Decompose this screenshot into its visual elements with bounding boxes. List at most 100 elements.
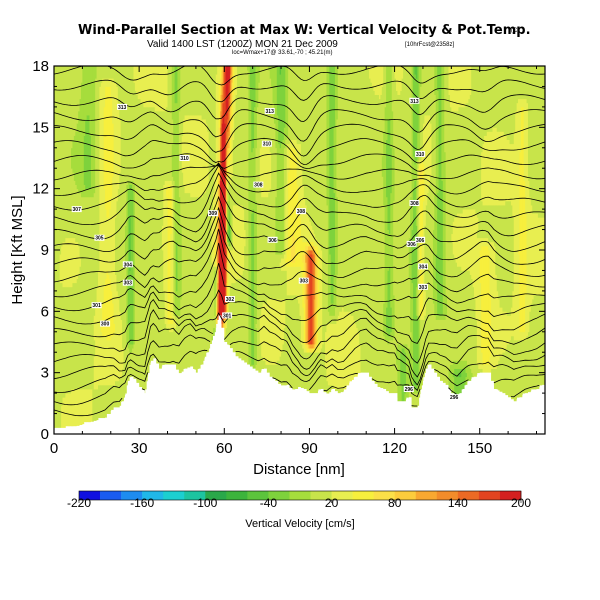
- w-cell: [59, 66, 62, 255]
- w-cell: [283, 127, 286, 149]
- w-cell: [227, 147, 229, 157]
- w-cell: [279, 74, 282, 149]
- w-cell: [479, 237, 482, 251]
- w-cell: [262, 360, 265, 369]
- w-cell: [225, 327, 228, 345]
- w-cell: [320, 250, 323, 349]
- w-cell: [438, 319, 441, 382]
- w-cell: [330, 323, 333, 386]
- w-cell: [451, 110, 454, 235]
- w-cell: [225, 66, 228, 116]
- w-cell: [519, 151, 522, 333]
- w-cell: [308, 348, 310, 353]
- w-cell: [107, 384, 110, 414]
- w-cell: [245, 66, 248, 365]
- w-cell: [322, 339, 325, 345]
- w-cell: [109, 339, 112, 386]
- w-cell: [305, 254, 307, 263]
- w-cell: [224, 303, 227, 312]
- w-cell: [143, 106, 146, 394]
- w-cell: [222, 66, 225, 71]
- theta-label-box: [122, 261, 133, 268]
- w-cell: [234, 66, 237, 116]
- w-cell: [78, 274, 80, 390]
- w-cell: [83, 184, 86, 198]
- w-cell: [110, 196, 113, 292]
- w-cell: [313, 233, 316, 247]
- w-cell: [441, 180, 444, 316]
- w-cell: [218, 66, 221, 83]
- w-cell: [518, 339, 520, 398]
- w-cell: [65, 66, 68, 239]
- w-cell: [61, 282, 63, 406]
- w-cell: [435, 282, 438, 320]
- w-cell: [228, 221, 231, 243]
- w-cell: [154, 66, 157, 112]
- w-cell: [127, 66, 130, 181]
- w-cell: [337, 315, 340, 390]
- w-cell: [313, 344, 316, 349]
- w-cell: [415, 393, 418, 410]
- w-cell: [273, 66, 276, 124]
- w-cell: [180, 66, 183, 226]
- w-cell: [540, 217, 543, 296]
- w-cell: [73, 389, 76, 427]
- w-cell: [183, 184, 185, 369]
- w-cell: [75, 389, 78, 427]
- w-cell: [491, 205, 493, 243]
- w-cell: [78, 389, 80, 427]
- w-cell: [404, 393, 407, 402]
- w-cell: [415, 315, 418, 390]
- w-cell: [264, 139, 266, 198]
- w-cell: [59, 254, 62, 284]
- w-cell: [293, 294, 296, 390]
- w-cell: [445, 315, 448, 386]
- w-cell: [414, 74, 417, 165]
- theta-label-box: [267, 236, 278, 243]
- w-cell: [275, 66, 278, 149]
- w-cell: [410, 66, 413, 198]
- w-cell: [326, 323, 329, 382]
- w-cell: [439, 319, 442, 382]
- w-cell: [71, 389, 73, 427]
- w-cell: [293, 266, 296, 296]
- w-cell: [276, 360, 279, 386]
- w-cell: [296, 184, 299, 267]
- w-cell: [174, 102, 177, 316]
- w-cell: [224, 327, 227, 337]
- w-cell: [234, 282, 237, 357]
- w-cell: [268, 364, 271, 378]
- theta-label-box: [409, 199, 420, 206]
- w-cell: [85, 188, 88, 198]
- w-cell: [400, 344, 403, 353]
- w-cell: [308, 241, 310, 247]
- w-cell: [413, 188, 415, 386]
- w-cell: [441, 66, 444, 181]
- w-cell: [198, 66, 201, 116]
- w-cell: [390, 66, 393, 149]
- w-cell: [90, 196, 93, 390]
- w-cell: [190, 196, 193, 369]
- w-cell: [393, 200, 395, 296]
- w-cell: [523, 339, 526, 394]
- w-cell: [283, 327, 286, 386]
- w-cell: [133, 82, 136, 185]
- w-cell: [75, 241, 78, 284]
- w-cell: [425, 66, 428, 116]
- w-cell: [464, 368, 466, 386]
- w-cell: [290, 147, 293, 247]
- w-cell: [229, 119, 232, 140]
- w-cell: [159, 66, 161, 112]
- w-cell: [510, 143, 513, 206]
- w-cell: [83, 196, 86, 390]
- theta-label-text: 309: [209, 211, 218, 217]
- w-cell: [103, 66, 106, 79]
- w-cell: [424, 115, 427, 226]
- w-cell: [71, 168, 73, 239]
- w-cell: [163, 184, 166, 292]
- w-cell: [303, 196, 306, 243]
- w-cell: [244, 245, 246, 365]
- w-cell: [146, 106, 149, 382]
- w-cell: [309, 245, 312, 251]
- w-cell: [452, 360, 455, 374]
